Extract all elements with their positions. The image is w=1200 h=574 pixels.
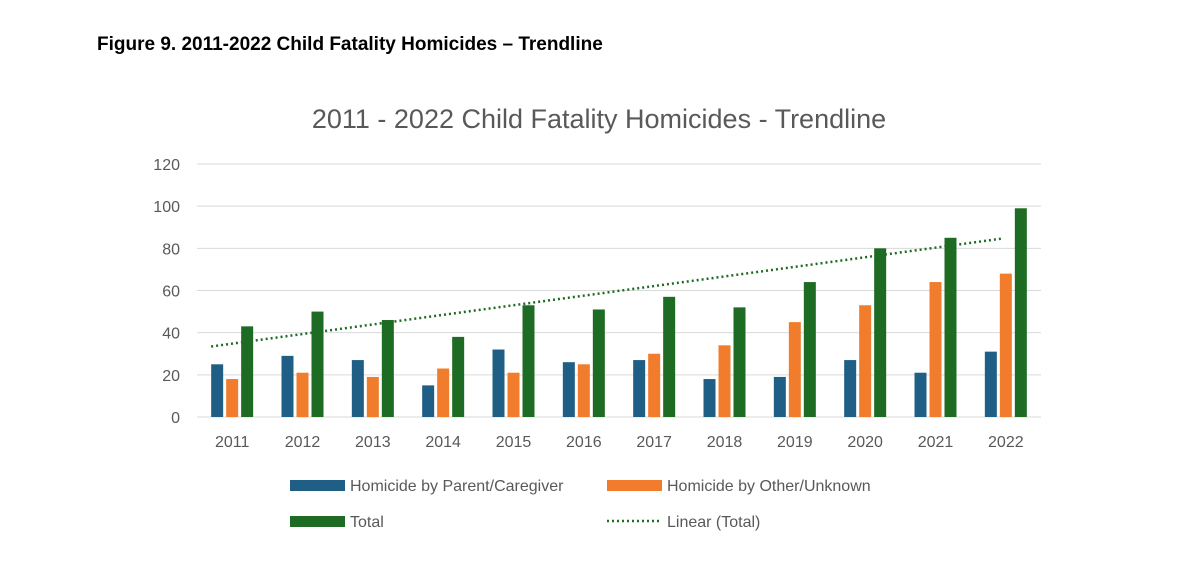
x-tick-label: 2019 xyxy=(777,434,813,451)
x-tick-label: 2012 xyxy=(285,434,321,451)
bar-homicide-by-parent-caregiver-2018 xyxy=(703,379,716,417)
x-tick-label: 2018 xyxy=(707,434,743,451)
chart-title: 2011 - 2022 Child Fatality Homicides - T… xyxy=(312,104,886,134)
y-tick-label: 0 xyxy=(171,410,180,427)
bar-total-2012 xyxy=(311,311,324,417)
legend-swatch-total xyxy=(290,516,345,527)
legend-label-linear-total-: Linear (Total) xyxy=(667,514,760,531)
bar-total-2020 xyxy=(874,248,887,417)
x-tick-label: 2020 xyxy=(847,434,883,451)
legend-swatch-homicide-by-other-unknown xyxy=(607,480,662,491)
bar-total-2015 xyxy=(522,305,535,417)
legend-swatch-homicide-by-parent-caregiver xyxy=(290,480,345,491)
trendline xyxy=(210,237,1004,348)
bar-total-2014 xyxy=(452,336,465,417)
bar-homicide-by-other-unknown-2020 xyxy=(859,305,872,417)
legend-label-homicide-by-other-unknown: Homicide by Other/Unknown xyxy=(667,478,871,495)
y-tick-label: 120 xyxy=(153,157,180,174)
bar-homicide-by-parent-caregiver-2020 xyxy=(844,360,857,417)
bar-homicide-by-other-unknown-2015 xyxy=(507,372,520,417)
x-tick-label: 2016 xyxy=(566,434,602,451)
x-tick-label: 2021 xyxy=(918,434,954,451)
bar-total-2017 xyxy=(663,296,676,417)
figure-caption: Figure 9. 2011-2022 Child Fatality Homic… xyxy=(97,34,603,55)
x-tick-label: 2013 xyxy=(355,434,391,451)
y-axis-ticks: 0 20 40 60 80 100 120 xyxy=(153,157,180,427)
legend-label-homicide-by-parent-caregiver: Homicide by Parent/Caregiver xyxy=(350,478,564,495)
x-tick-label: 2011 xyxy=(215,434,250,451)
bar-homicide-by-parent-caregiver-2012 xyxy=(281,355,294,417)
bar-total-2021 xyxy=(944,237,957,417)
bar-total-2018 xyxy=(733,307,746,417)
bar-homicide-by-parent-caregiver-2016 xyxy=(562,362,575,417)
bar-homicide-by-other-unknown-2017 xyxy=(648,353,661,417)
y-tick-label: 100 xyxy=(153,199,180,216)
bar-homicide-by-parent-caregiver-2011 xyxy=(211,364,224,417)
bar-homicide-by-parent-caregiver-2014 xyxy=(422,385,435,417)
y-tick-label: 20 xyxy=(162,368,180,385)
x-tick-label: 2014 xyxy=(425,434,461,451)
bar-homicide-by-other-unknown-2021 xyxy=(929,282,942,417)
bar-homicide-by-other-unknown-2016 xyxy=(577,364,590,417)
bar-homicide-by-other-unknown-2022 xyxy=(999,273,1012,417)
bar-total-2013 xyxy=(381,320,394,417)
y-tick-label: 60 xyxy=(162,284,180,301)
trendline-linear-total xyxy=(210,237,1004,348)
bars xyxy=(211,208,1027,417)
x-tick-label: 2015 xyxy=(496,434,532,451)
x-tick-label: 2017 xyxy=(636,434,672,451)
bar-homicide-by-other-unknown-2014 xyxy=(437,368,450,417)
bar-homicide-by-other-unknown-2012 xyxy=(296,372,309,417)
bar-homicide-by-parent-caregiver-2021 xyxy=(914,372,927,417)
bar-homicide-by-parent-caregiver-2013 xyxy=(351,360,364,417)
bar-total-2022 xyxy=(1014,208,1027,417)
bar-homicide-by-parent-caregiver-2015 xyxy=(492,349,505,417)
bar-homicide-by-parent-caregiver-2019 xyxy=(773,376,786,417)
y-tick-label: 80 xyxy=(162,241,180,258)
bar-homicide-by-other-unknown-2019 xyxy=(788,322,801,417)
legend: Homicide by Parent/Caregiver Homicide by … xyxy=(290,478,871,531)
bar-total-2019 xyxy=(803,282,816,417)
bar-homicide-by-parent-caregiver-2022 xyxy=(984,351,997,417)
bar-total-2011 xyxy=(241,326,254,417)
bar-total-2016 xyxy=(592,309,605,417)
x-axis-ticks: 2011 2012 2013 2014 2015 2016 2017 2018 2019 2020… xyxy=(215,434,1024,451)
y-tick-label: 40 xyxy=(162,326,180,343)
bar-homicide-by-other-unknown-2013 xyxy=(366,376,379,417)
bar-homicide-by-other-unknown-2018 xyxy=(718,345,731,417)
legend-label-total: Total xyxy=(350,514,384,531)
bar-homicide-by-other-unknown-2011 xyxy=(226,379,239,417)
bar-homicide-by-parent-caregiver-2017 xyxy=(633,360,646,417)
x-tick-label: 2022 xyxy=(988,434,1024,451)
